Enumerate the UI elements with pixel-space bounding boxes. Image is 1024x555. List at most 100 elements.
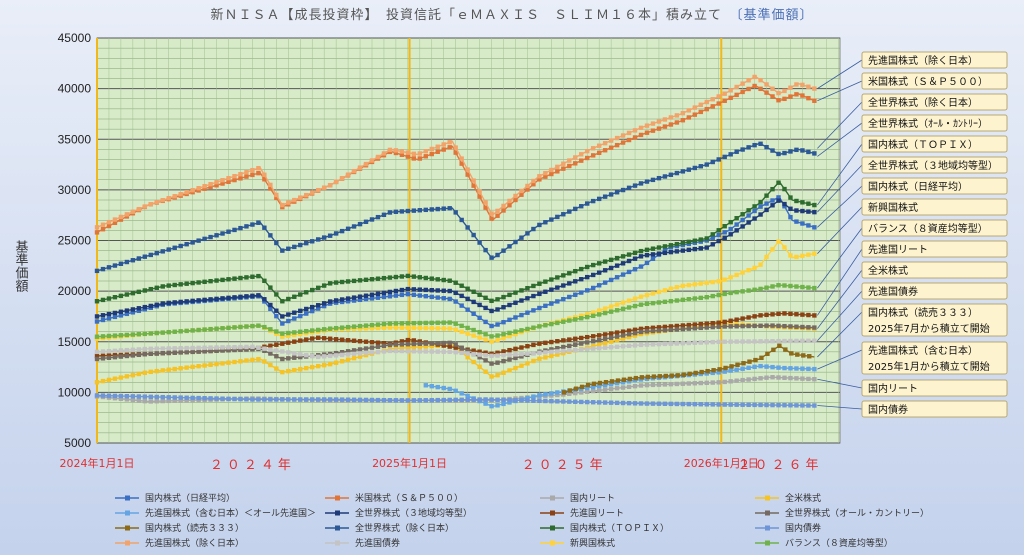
- series-marker: [178, 395, 183, 400]
- series-marker: [579, 347, 584, 352]
- series-marker: [250, 397, 255, 402]
- series-marker: [698, 109, 703, 115]
- series-marker: [202, 183, 207, 189]
- legend-label: 全世界株式（３地域均等型）: [355, 507, 472, 519]
- series-marker: [537, 393, 542, 398]
- series-marker: [489, 353, 494, 359]
- series-marker: [423, 320, 428, 326]
- series-marker: [662, 299, 668, 305]
- series-marker: [106, 311, 112, 317]
- series-marker: [124, 311, 130, 317]
- series-marker: [429, 207, 434, 212]
- series-marker: [351, 338, 357, 343]
- series-marker: [555, 352, 560, 357]
- series-marker: [130, 307, 136, 312]
- series-marker: [184, 189, 189, 195]
- callout-label: 新興国株式: [868, 201, 918, 214]
- series-marker: [567, 348, 572, 353]
- series-marker: [310, 328, 315, 333]
- series-marker: [770, 284, 775, 289]
- series-marker: [704, 340, 709, 345]
- series-marker: [327, 353, 333, 359]
- series-marker: [710, 320, 715, 326]
- callout-label: 2025年1月から積立て開始: [868, 360, 990, 373]
- series-marker: [106, 333, 112, 339]
- series-marker: [519, 354, 524, 359]
- series-marker: [758, 339, 763, 344]
- series-marker: [626, 258, 632, 264]
- series-marker: [531, 398, 536, 403]
- series-marker: [351, 348, 357, 353]
- series-marker: [746, 339, 751, 344]
- series-marker: [495, 213, 500, 218]
- series-marker: [729, 364, 734, 369]
- series-marker: [621, 377, 627, 382]
- series-marker: [429, 146, 434, 152]
- series-marker: [280, 248, 285, 253]
- series-marker: [573, 317, 578, 322]
- callout-label: 全米株式: [868, 264, 908, 277]
- callout: 先進国株式（除く日本）: [817, 51, 1008, 89]
- series-marker: [124, 347, 130, 353]
- series-marker: [698, 164, 703, 169]
- series-marker: [292, 367, 297, 373]
- series-marker: [579, 399, 584, 405]
- series-marker: [357, 297, 363, 303]
- callout-leader: [817, 248, 863, 316]
- series-marker: [758, 262, 763, 267]
- series-marker: [321, 301, 327, 306]
- series-marker: [681, 372, 686, 377]
- series-marker: [746, 402, 751, 408]
- series-marker: [477, 329, 482, 335]
- series-marker: [489, 255, 494, 260]
- series-marker: [758, 141, 763, 146]
- series-marker: [298, 331, 303, 337]
- series-marker: [800, 93, 805, 98]
- series-marker: [602, 140, 608, 146]
- series-marker: [369, 277, 375, 282]
- series-marker: [680, 323, 686, 328]
- series-marker: [794, 324, 799, 329]
- series-marker: [531, 178, 536, 184]
- callout-leader: [817, 206, 863, 254]
- callout-label: 先進国株式（除く日本）: [868, 54, 978, 67]
- series-marker: [555, 299, 560, 304]
- series-marker: [154, 368, 159, 374]
- series-marker: [585, 340, 590, 345]
- series-marker: [579, 152, 584, 157]
- series-marker: [608, 265, 614, 271]
- series-marker: [728, 324, 733, 329]
- series-marker: [507, 317, 512, 323]
- series-marker: [770, 86, 775, 91]
- series-marker: [626, 130, 632, 136]
- series-marker: [764, 312, 769, 318]
- callout-label: 米国株式（Ｓ＆Ｐ５００）: [868, 75, 988, 88]
- series-marker: [507, 368, 512, 373]
- series-marker: [441, 277, 446, 283]
- series-marker: [735, 362, 740, 368]
- series-marker: [447, 278, 452, 283]
- series-marker: [537, 174, 542, 179]
- series-marker: [387, 289, 393, 295]
- series-marker: [381, 341, 387, 346]
- series-marker: [112, 333, 118, 338]
- callout: 国内債券: [817, 400, 1008, 418]
- series-marker: [292, 244, 297, 250]
- series-marker: [298, 366, 303, 372]
- series-marker: [777, 343, 782, 348]
- series-marker: [561, 296, 566, 302]
- series-marker: [196, 280, 201, 285]
- series-marker: [752, 287, 757, 292]
- series-marker: [453, 150, 458, 155]
- series-marker: [459, 329, 464, 334]
- series-marker: [783, 347, 788, 352]
- series-marker: [770, 323, 775, 328]
- series-marker: [644, 301, 650, 307]
- series-marker: [411, 349, 417, 354]
- series-marker: [597, 380, 603, 386]
- legend-entry: 国内株式（ＴＯＰＩＸ）: [540, 522, 669, 534]
- series-marker: [710, 380, 715, 385]
- series-marker: [393, 346, 399, 351]
- series-marker: [602, 194, 608, 199]
- series-marker: [477, 302, 482, 308]
